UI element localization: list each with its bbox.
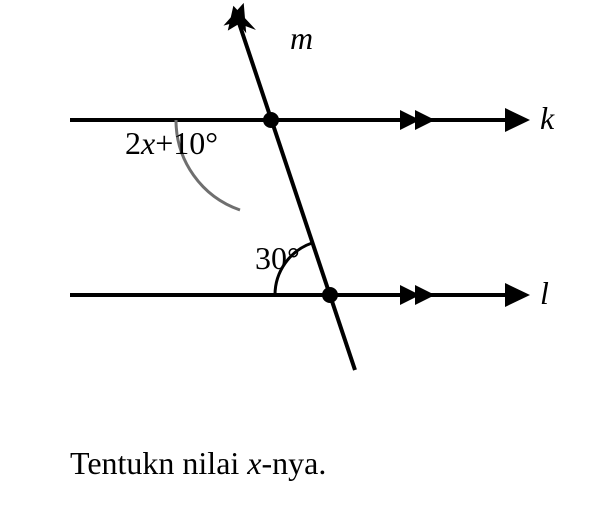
label-l: l [540, 275, 549, 312]
label-k: k [540, 100, 554, 137]
parallel-tick-k-2 [415, 110, 435, 130]
angle-label-bottom: 30° [255, 240, 300, 277]
geometry-diagram: k l m 2x+10° 30° [0, 0, 597, 420]
question-text: Tentukn nilai x-nya. [70, 445, 326, 482]
diagram-svg [0, 0, 597, 420]
intersection-top [263, 112, 279, 128]
line-m [238, 20, 355, 370]
arrow-k-end [505, 108, 530, 132]
parallel-tick-l-2 [415, 285, 435, 305]
angle-label-top: 2x+10° [125, 125, 218, 162]
label-m: m [290, 20, 313, 57]
intersection-bottom [322, 287, 338, 303]
arrow-l-end [505, 283, 530, 307]
